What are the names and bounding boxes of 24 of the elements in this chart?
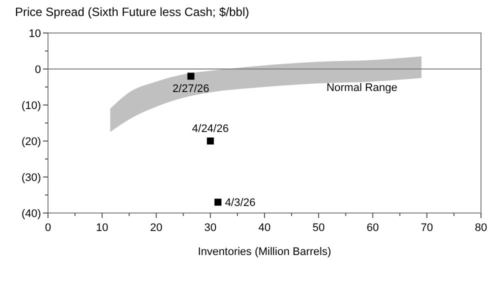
data-label: 4/24/26	[192, 123, 229, 135]
point	[206, 138, 214, 144]
x-tick-label: 30	[204, 222, 216, 234]
data-label: 4/3/26	[224, 197, 256, 210]
y-tick-label: 0	[34, 64, 41, 76]
data-label: 2/27/26	[172, 83, 210, 96]
x-tick-label: 80	[474, 222, 488, 234]
x-tick-label: 60	[366, 222, 379, 234]
x-axis-title: Inventories (Million Barrels)	[198, 246, 332, 258]
point	[187, 72, 194, 80]
point	[214, 198, 222, 206]
x-tick-label: 40	[258, 222, 271, 234]
x-tick-label: 20	[150, 222, 162, 234]
chart-title: Price Spread (Sixth Future less Cash; $/bbl)	[15, 5, 250, 19]
x-tick-label: 70	[420, 222, 433, 234]
y-tick-label: 10	[28, 28, 41, 40]
y-tick-label: (40)	[21, 208, 41, 220]
x-tick-label: 10	[96, 222, 108, 234]
y-tick-label: (20)	[21, 136, 41, 148]
x-tick-label: 0	[44, 222, 52, 234]
annotation: Normal Range	[326, 82, 398, 94]
x-tick-label: 50	[312, 222, 325, 234]
y-tick-label: (10)	[21, 100, 41, 112]
y-tick-label: (30)	[21, 172, 41, 184]
